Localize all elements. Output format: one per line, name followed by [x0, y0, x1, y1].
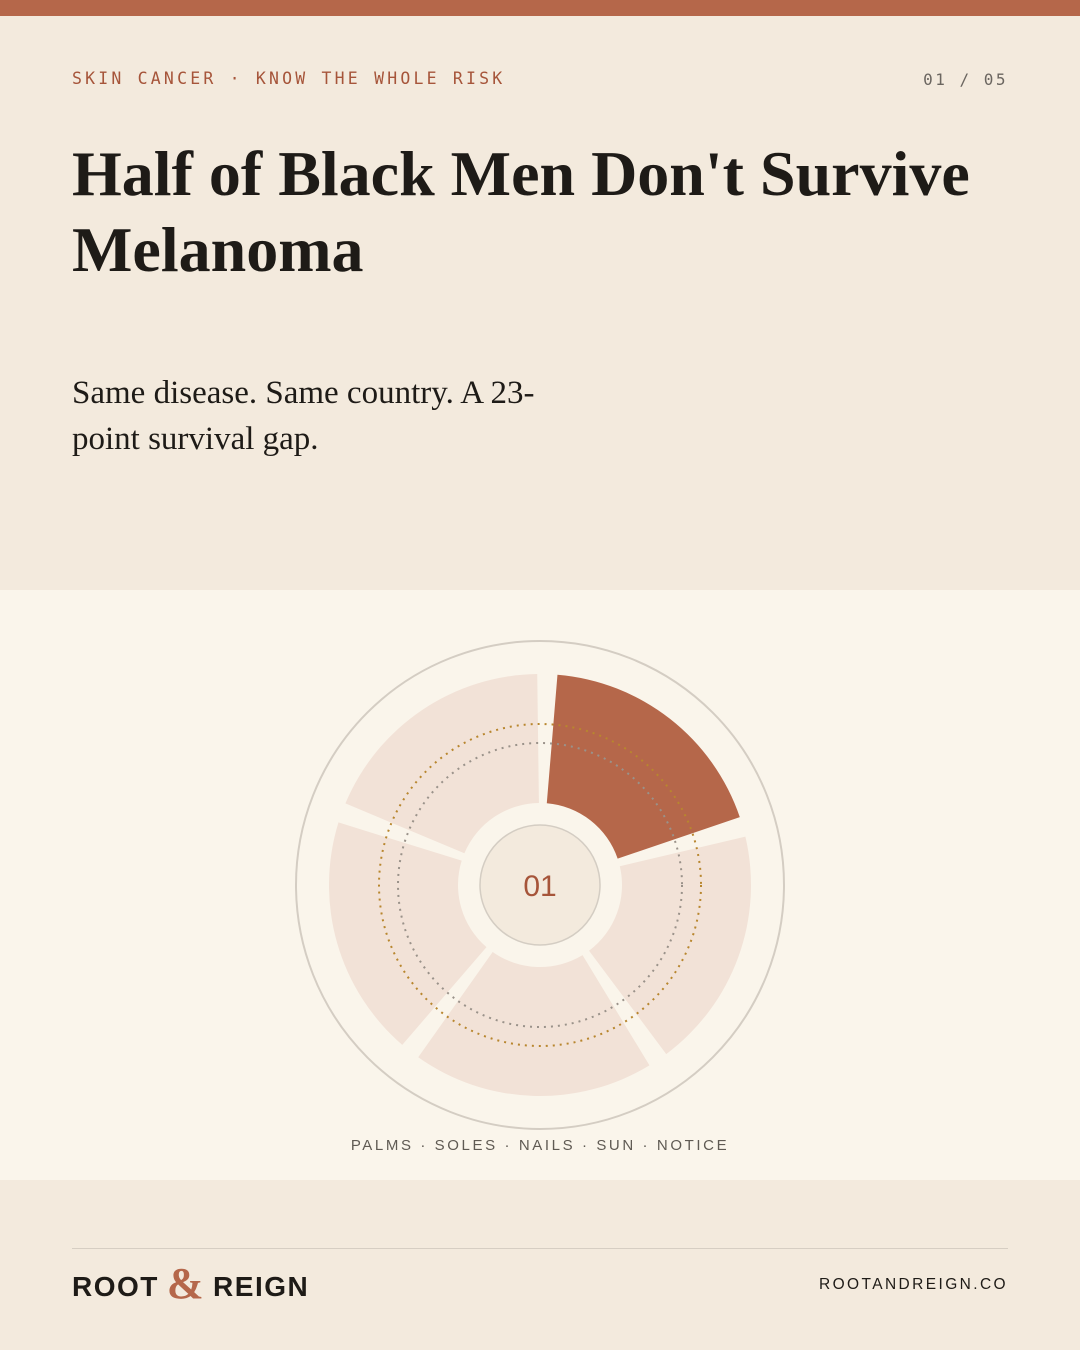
footer-divider	[72, 1248, 1008, 1249]
wheel-segments	[329, 674, 751, 1096]
wheel-segment-1	[546, 674, 740, 859]
subhead: Same disease. Same country. A 23-point s…	[72, 375, 535, 457]
kicker: SKIN CANCER · KNOW THE WHOLE RISK	[72, 69, 506, 88]
wheel-segment-3	[418, 951, 650, 1096]
wheel-segment-2	[589, 836, 751, 1055]
segment-wheel: 01	[295, 640, 785, 1130]
wheel-segment-4	[329, 822, 487, 1045]
brand-ampersand: &	[166, 1259, 206, 1308]
dotted-ring-inner	[397, 742, 683, 1028]
wheel-segment-5	[345, 674, 539, 854]
brand-logo: ROOT & REIGN	[72, 1258, 309, 1311]
page-title: Half of Black Men Don't Survive Melanoma	[72, 138, 970, 285]
top-accent-bar	[0, 0, 1080, 16]
brand-root: ROOT	[72, 1271, 159, 1302]
illustration-panel: 01 PALMS · SOLES · NAILS · SUN · NOTICE	[0, 590, 1080, 1180]
site-url[interactable]: ROOTANDREIGN.CO	[819, 1276, 1008, 1293]
brand-reign: REIGN	[213, 1271, 310, 1302]
dotted-ring-outer	[378, 723, 702, 1047]
outer-ring	[295, 640, 785, 1130]
center-label: 01	[523, 870, 556, 903]
center-disc	[479, 824, 601, 946]
wheel-caption: PALMS · SOLES · NAILS · SUN · NOTICE	[350, 1137, 730, 1154]
page-counter: 01 / 05	[923, 70, 1008, 89]
